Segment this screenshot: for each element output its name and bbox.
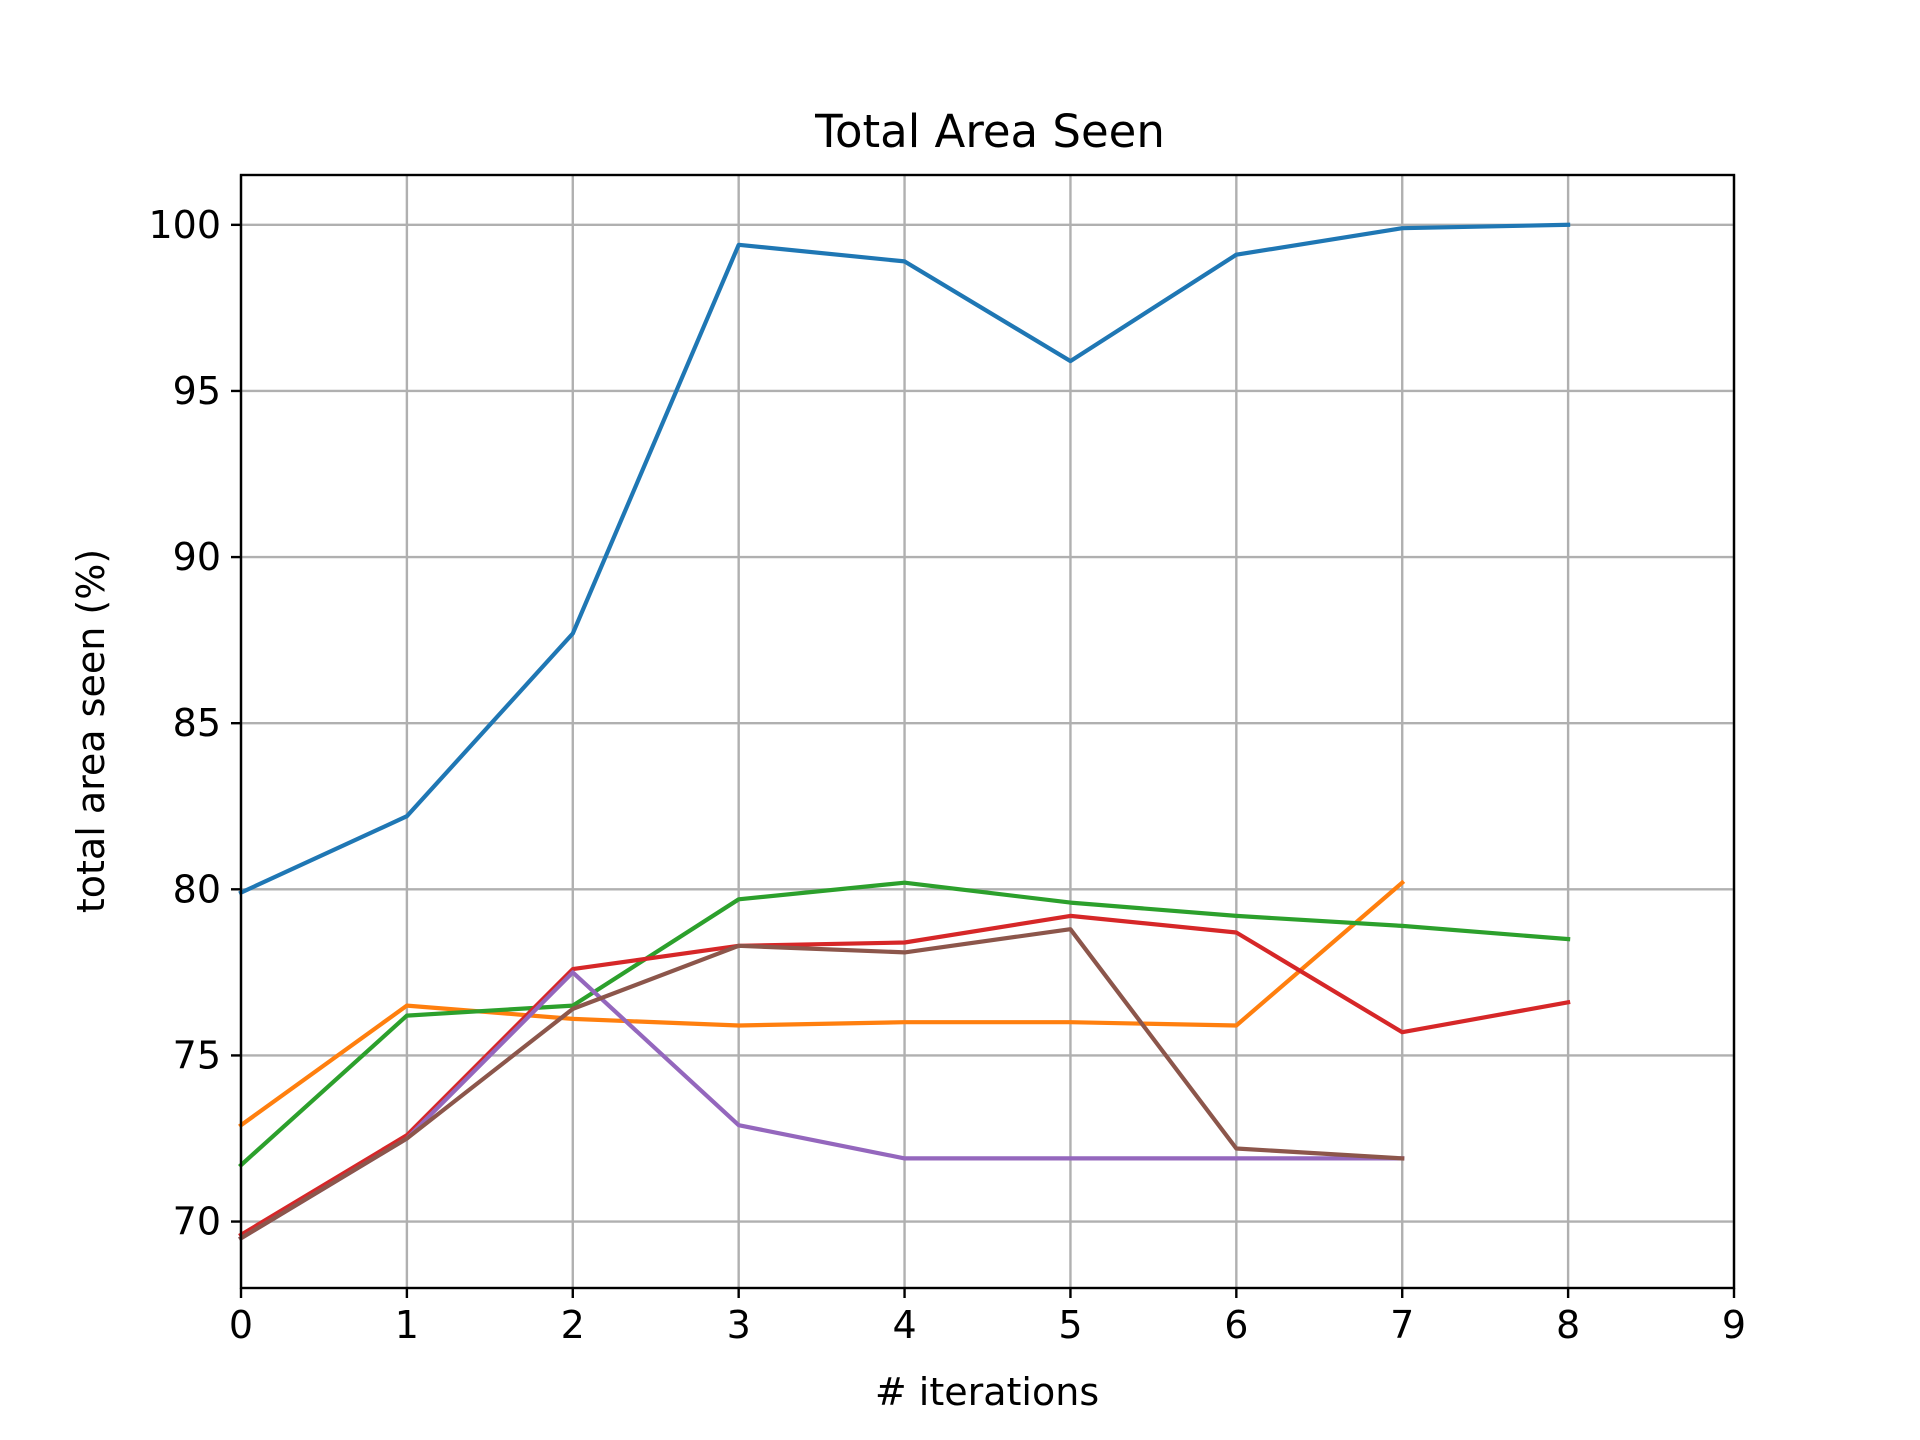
x-axis-label: # iterations [875, 1370, 1099, 1414]
x-tick-label: 3 [727, 1303, 751, 1347]
x-tick-label: 2 [561, 1303, 585, 1347]
series-line-2 [238, 879, 1406, 1129]
series-line-6 [238, 927, 1405, 1242]
series-line-4 [238, 913, 1571, 1238]
y-tick-label: 90 [173, 535, 221, 579]
x-tick-label: 9 [1722, 1303, 1746, 1347]
y-tick-label: 70 [173, 1200, 221, 1244]
series-line-5 [238, 970, 1405, 1242]
series-group [238, 222, 1571, 1242]
series-line-3 [238, 880, 1571, 1169]
x-tick-label: 0 [229, 1303, 253, 1347]
y-tick-label: 100 [148, 203, 221, 247]
y-axis-label: total area seen (%) [69, 549, 113, 913]
chart-title: Total Area Seen [814, 105, 1165, 158]
ticks: 0 1 2 3 4 5 6 7 8 9 70 75 80 85 90 95 100 [148, 203, 1746, 1347]
x-tick-label: 1 [395, 1303, 419, 1347]
y-tick-label: 85 [173, 701, 221, 745]
x-tick-label: 5 [1058, 1303, 1082, 1347]
x-tick-label: 4 [892, 1303, 916, 1347]
grid [239, 175, 1736, 1288]
y-tick-label: 75 [173, 1033, 221, 1077]
plot-frame [239, 173, 1736, 1290]
y-tick-label: 95 [173, 369, 221, 413]
x-tick-label: 8 [1556, 1303, 1580, 1347]
x-tick-label: 6 [1224, 1303, 1248, 1347]
x-tick-label: 7 [1390, 1303, 1414, 1347]
y-tick-label: 80 [173, 867, 221, 911]
series-line-1 [238, 222, 1571, 896]
